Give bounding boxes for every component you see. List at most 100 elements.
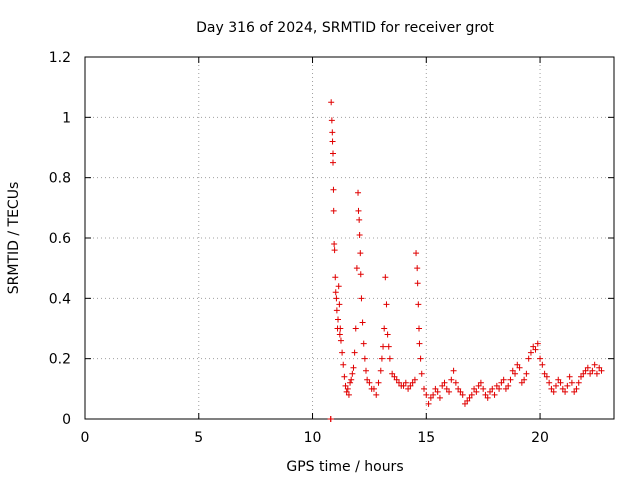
data-point: [359, 319, 366, 326]
data-point: [370, 385, 377, 392]
data-point: [448, 376, 455, 383]
data-point: [441, 379, 448, 386]
data-point: [455, 385, 462, 392]
data-point: [336, 301, 343, 308]
data-point: [377, 367, 384, 374]
x-tick-label: 15: [417, 430, 435, 446]
data-point: [329, 138, 336, 145]
data-point: [348, 376, 355, 383]
data-point: [484, 394, 491, 401]
data-point: [461, 400, 468, 407]
data-point: [482, 391, 489, 398]
data-point: [575, 379, 582, 386]
data-point: [496, 385, 503, 392]
data-point: [425, 400, 432, 407]
data-point: [386, 355, 393, 362]
data-point: [468, 391, 475, 398]
data-point: [347, 379, 354, 386]
data-point: [578, 373, 585, 380]
data-point: [362, 367, 369, 374]
data-point: [414, 280, 421, 287]
data-point: [421, 385, 428, 392]
data-point: [333, 307, 340, 314]
data-point: [532, 346, 539, 353]
data-point: [546, 379, 553, 386]
data-point: [358, 295, 365, 302]
data-point: [507, 376, 514, 383]
y-tick-label: 1: [62, 110, 71, 126]
data-point: [382, 274, 389, 281]
data-point: [395, 379, 402, 386]
data-point: [525, 355, 532, 362]
data-point: [380, 343, 387, 350]
data-point: [530, 343, 537, 350]
data-point: [543, 373, 550, 380]
data-point: [502, 385, 509, 392]
data-point: [430, 391, 437, 398]
data-point: [464, 397, 471, 404]
data-point: [361, 355, 368, 362]
data-point: [330, 150, 337, 157]
data-point: [340, 361, 347, 368]
data-point: [559, 385, 566, 392]
grid-lines: [85, 57, 614, 419]
data-point: [393, 376, 400, 383]
data-point: [330, 207, 337, 214]
data-point: [466, 394, 473, 401]
chart-title: Day 316 of 2024, SRMTID for receiver gro…: [196, 20, 494, 36]
data-point: [580, 370, 587, 377]
data-point: [584, 364, 591, 371]
data-point: [335, 316, 342, 323]
data-point: [459, 391, 466, 398]
data-point: [512, 370, 519, 377]
data-point: [332, 289, 339, 296]
data-point: [400, 382, 407, 389]
data-point: [568, 379, 575, 386]
y-tick-label: 0: [62, 412, 71, 428]
y-tick-labels: 0 0.2 0.4 0.6 0.8 1 1.2: [49, 50, 71, 428]
data-point: [473, 388, 480, 395]
data-points: [327, 99, 605, 422]
data-point: [360, 340, 367, 347]
data-point: [514, 361, 521, 368]
data-point: [591, 361, 598, 368]
data-point: [598, 367, 605, 374]
data-point: [331, 241, 338, 248]
data-point: [562, 388, 569, 395]
data-point: [418, 370, 425, 377]
data-point: [402, 379, 409, 386]
data-point: [450, 367, 457, 374]
data-point: [439, 382, 446, 389]
x-tick-labels: 0 5 10 15 20: [81, 430, 549, 446]
y-tick-label: 0.8: [49, 171, 71, 187]
y-tick-label: 0.4: [49, 291, 71, 307]
data-point: [589, 367, 596, 374]
data-point: [471, 385, 478, 392]
data-point: [571, 388, 578, 395]
data-point: [411, 376, 418, 383]
data-point: [330, 159, 337, 166]
data-point: [523, 370, 530, 377]
data-point: [373, 391, 380, 398]
data-point: [328, 117, 335, 124]
data-point: [384, 331, 391, 338]
data-point: [434, 388, 441, 395]
data-point: [486, 388, 493, 395]
data-point: [328, 99, 335, 106]
data-point: [417, 355, 424, 362]
data-point: [409, 379, 416, 386]
data-point: [366, 379, 373, 386]
data-point: [353, 265, 360, 272]
data-point: [357, 250, 364, 257]
data-point: [566, 373, 573, 380]
data-point: [344, 385, 351, 392]
data-point: [436, 394, 443, 401]
data-point: [432, 385, 439, 392]
data-point: [331, 247, 338, 254]
data-point: [341, 373, 348, 380]
data-point: [489, 385, 496, 392]
data-point: [330, 186, 337, 193]
data-point: [329, 129, 336, 136]
data-point: [457, 388, 464, 395]
